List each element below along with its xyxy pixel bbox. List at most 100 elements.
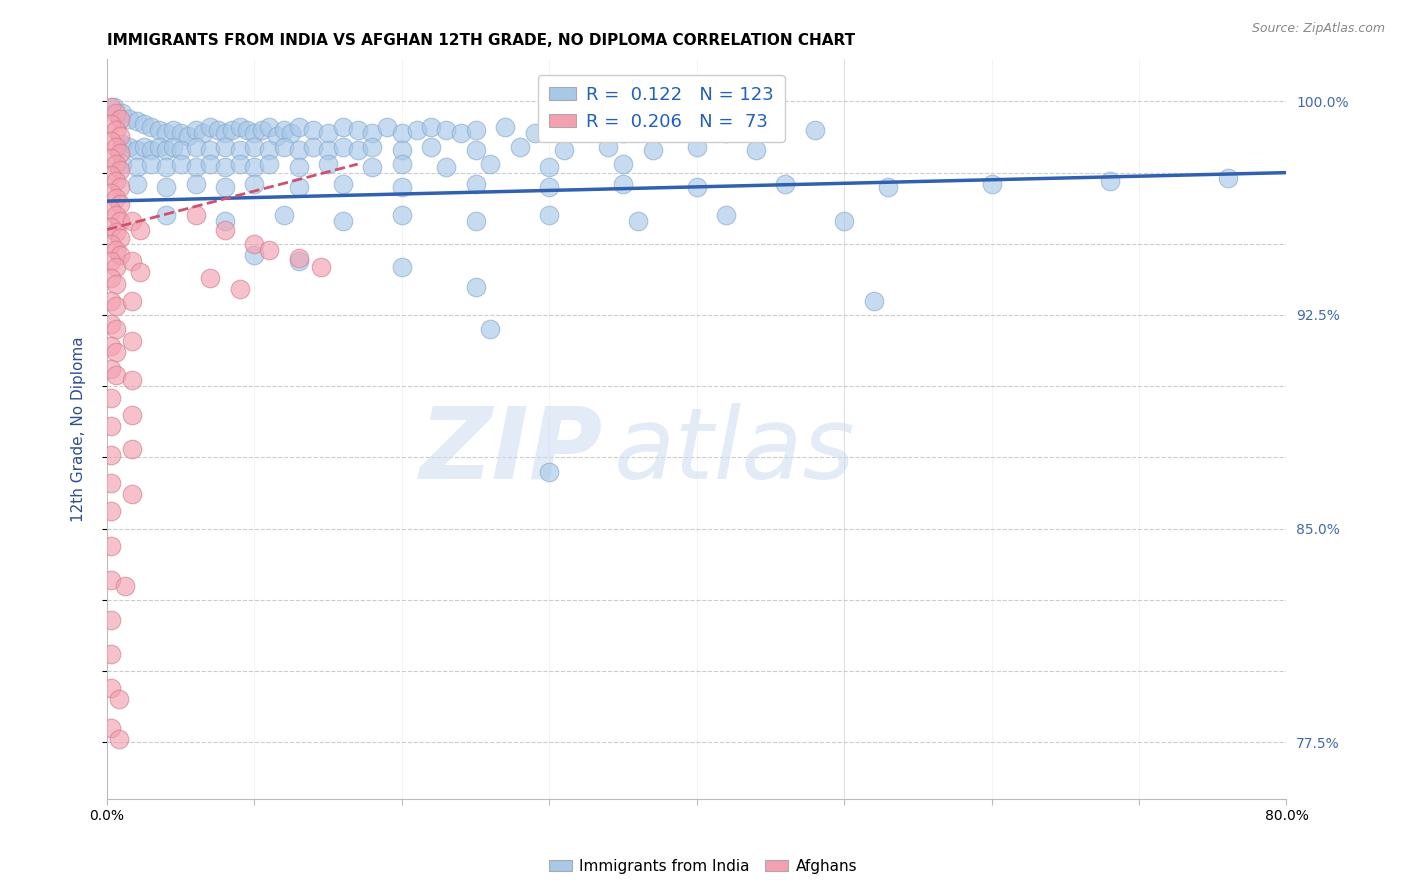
Point xyxy=(191,126,214,140)
Point xyxy=(100,475,122,490)
Point xyxy=(200,120,222,134)
Point xyxy=(257,143,280,157)
Point xyxy=(375,120,398,134)
Text: Source: ZipAtlas.com: Source: ZipAtlas.com xyxy=(1251,22,1385,36)
Point xyxy=(184,140,207,154)
Legend: Immigrants from India, Afghans: Immigrants from India, Afghans xyxy=(543,853,863,880)
Point xyxy=(155,143,177,157)
Point xyxy=(361,140,384,154)
Point xyxy=(141,120,163,134)
Point xyxy=(155,126,177,140)
Point xyxy=(266,128,288,143)
Point xyxy=(100,504,122,518)
Point xyxy=(686,179,709,194)
Point xyxy=(100,721,122,735)
Point xyxy=(302,140,325,154)
Point xyxy=(110,179,132,194)
Point xyxy=(509,140,531,154)
Point xyxy=(243,236,266,251)
Point xyxy=(100,202,122,217)
Point xyxy=(612,126,634,140)
Point xyxy=(434,123,457,137)
Point xyxy=(612,177,634,191)
Point xyxy=(582,120,605,134)
Point xyxy=(110,214,132,228)
Point xyxy=(125,160,148,174)
Point xyxy=(100,613,122,627)
Point xyxy=(104,140,127,154)
Point xyxy=(104,226,127,240)
Point xyxy=(980,177,1002,191)
Point xyxy=(479,322,502,336)
Point xyxy=(110,112,132,126)
Point xyxy=(641,143,664,157)
Point xyxy=(121,293,143,308)
Point xyxy=(332,177,354,191)
Point xyxy=(100,271,122,285)
Point xyxy=(538,208,561,222)
Point xyxy=(104,322,127,336)
Point xyxy=(214,179,236,194)
Point xyxy=(243,126,266,140)
Point xyxy=(121,334,143,348)
Point xyxy=(104,260,127,274)
Point xyxy=(132,117,155,131)
Point xyxy=(221,123,243,137)
Point xyxy=(280,126,302,140)
Point xyxy=(104,243,127,257)
Point xyxy=(100,391,122,405)
Point xyxy=(148,140,170,154)
Point xyxy=(111,137,134,152)
Point xyxy=(214,160,236,174)
Point xyxy=(100,448,122,462)
Point xyxy=(100,253,122,268)
Point xyxy=(104,345,127,359)
Point xyxy=(759,120,782,134)
Point xyxy=(214,214,236,228)
Point xyxy=(155,208,177,222)
Point xyxy=(100,539,122,553)
Point xyxy=(361,160,384,174)
Legend: R =  0.122   N = 123, R =  0.206   N =  73: R = 0.122 N = 123, R = 0.206 N = 73 xyxy=(537,75,785,142)
Point xyxy=(243,177,266,191)
Point xyxy=(103,100,125,114)
Point xyxy=(104,300,127,314)
Point xyxy=(803,123,825,137)
Point xyxy=(287,179,309,194)
Point xyxy=(108,732,131,747)
Point xyxy=(100,681,122,695)
Point xyxy=(100,100,122,114)
Point xyxy=(104,368,127,382)
Point xyxy=(391,157,413,171)
Point xyxy=(332,140,354,154)
Point xyxy=(162,123,184,137)
Point xyxy=(229,120,252,134)
Point xyxy=(1098,174,1121,188)
Point xyxy=(148,123,170,137)
Point xyxy=(464,143,486,157)
Point xyxy=(141,143,163,157)
Point xyxy=(346,123,368,137)
Point xyxy=(128,265,150,279)
Point xyxy=(141,157,163,171)
Point xyxy=(243,248,266,262)
Point xyxy=(627,214,650,228)
Point xyxy=(273,140,295,154)
Point xyxy=(236,123,259,137)
Point xyxy=(420,120,443,134)
Point xyxy=(250,123,273,137)
Point xyxy=(287,160,309,174)
Point xyxy=(100,219,122,234)
Point xyxy=(877,179,900,194)
Point xyxy=(125,143,148,157)
Point xyxy=(391,208,413,222)
Point xyxy=(100,152,122,166)
Point xyxy=(100,647,122,661)
Point xyxy=(464,214,486,228)
Point xyxy=(716,126,738,140)
Point xyxy=(316,126,339,140)
Point xyxy=(118,140,141,154)
Point xyxy=(553,123,575,137)
Point xyxy=(862,293,884,308)
Point xyxy=(110,248,132,262)
